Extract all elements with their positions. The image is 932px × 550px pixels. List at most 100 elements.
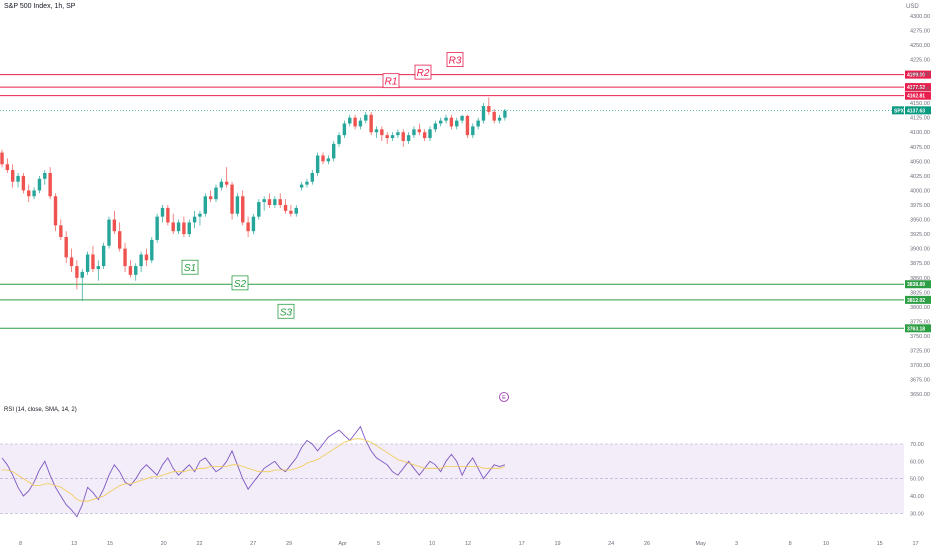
candle [310, 170, 314, 185]
candle [412, 126, 416, 139]
candle [497, 114, 502, 124]
candle [16, 172, 20, 188]
candle [101, 242, 106, 270]
candle [364, 111, 368, 124]
rsi-indicator-title[interactable]: RSI (14, close, SMA, 14, 2) [4, 407, 77, 413]
candle-body [487, 106, 491, 112]
time-tick-label: 15 [877, 541, 883, 547]
candle-body [471, 126, 475, 136]
time-tick-label: 15 [107, 541, 113, 547]
candle [503, 108, 507, 121]
candle-body [32, 190, 36, 197]
candle [380, 126, 384, 141]
candle-body [321, 155, 325, 162]
candle [123, 242, 127, 272]
candle-body [385, 135, 389, 139]
candle-body [134, 266, 138, 275]
candle-body [299, 184, 304, 188]
price-tick-label: 3675.00 [910, 378, 930, 384]
candle [337, 132, 341, 147]
candle [48, 167, 52, 200]
candle [273, 196, 277, 208]
candle [80, 269, 84, 302]
candle-body [0, 152, 4, 165]
candle [144, 248, 149, 267]
candle [401, 129, 405, 147]
candle [315, 152, 320, 176]
time-tick-label: 17 [912, 541, 918, 547]
candle [471, 123, 475, 139]
candle [118, 222, 122, 252]
rsi-tick-label: 60.00 [910, 459, 924, 465]
candle-body [358, 120, 363, 127]
price-tick-label: 3700.00 [910, 363, 930, 369]
candle-body [69, 257, 74, 267]
candle-body [283, 205, 288, 211]
level-price-tag [905, 280, 931, 289]
candle [353, 114, 357, 130]
candle [91, 245, 95, 272]
level-label-s3: S3 [280, 307, 293, 318]
time-tick-label: 8 [19, 541, 22, 547]
candle [37, 175, 42, 194]
candle-body [64, 237, 68, 258]
candle [289, 205, 293, 217]
candle [348, 114, 352, 127]
candle-body [21, 175, 26, 191]
candle-body [107, 219, 111, 246]
time-tick-label: Apr [338, 541, 347, 547]
support-resistance-levels: 4199.00 R3 4177.53 R2 4162.81 R1 3838.89 S1 3812… [0, 52, 931, 333]
candle [187, 219, 191, 238]
candle-body [118, 231, 122, 249]
candle [246, 216, 250, 238]
candle-body [492, 111, 496, 121]
candle [332, 140, 336, 162]
candle-body [176, 222, 181, 232]
candle-body [412, 129, 416, 136]
price-tick-label: 3900.00 [910, 247, 930, 253]
candle-body [11, 170, 15, 182]
candle-body [85, 254, 90, 272]
time-tick-label: 22 [196, 541, 202, 547]
level-label-box [446, 52, 464, 68]
candle [203, 193, 207, 217]
time-tick-label: 27 [250, 541, 256, 547]
candle-body [267, 199, 272, 205]
candle-body [155, 216, 159, 240]
price-tick-label: 4175.00 [910, 87, 930, 93]
candle [455, 117, 459, 130]
level-price-tag [905, 83, 931, 92]
candle-body [460, 115, 464, 121]
level-price-tag-text: 3838.89 [907, 282, 925, 288]
rsi-pane: 70.00 60.00 50.00 40.00 30.00 [0, 425, 924, 518]
candle [385, 132, 389, 144]
level-price-tag [905, 295, 931, 304]
candle-body [192, 216, 197, 223]
candle [476, 117, 480, 130]
candle [390, 132, 395, 141]
time-tick-label: 19 [554, 541, 560, 547]
price-tick-label: 4275.00 [910, 28, 930, 34]
candle-body [364, 114, 368, 121]
candle-body [75, 266, 79, 278]
candle-body [315, 155, 320, 173]
candle [27, 184, 31, 203]
candle-body [160, 207, 165, 217]
candle-body [112, 219, 117, 232]
level-label-r3: R3 [449, 56, 462, 67]
price-tick-label: 3850.00 [910, 276, 930, 282]
level-price-tag-text: 3763.18 [907, 326, 925, 332]
candle-body [80, 271, 84, 278]
level-label-r1: R1 [385, 77, 398, 88]
candle [166, 205, 170, 226]
rsi-ma-line [2, 438, 506, 502]
chart-title: S&P 500 Index, 1h, SP [4, 3, 76, 10]
earnings-event-marker [499, 392, 509, 402]
level-price-tag-text: 3812.02 [907, 298, 925, 304]
price-tick-label: 4050.00 [910, 159, 930, 165]
price-tick-label: 4025.00 [910, 174, 930, 180]
candle-body [326, 158, 331, 162]
candle [43, 170, 47, 185]
price-tick-label: 3725.00 [910, 349, 930, 355]
